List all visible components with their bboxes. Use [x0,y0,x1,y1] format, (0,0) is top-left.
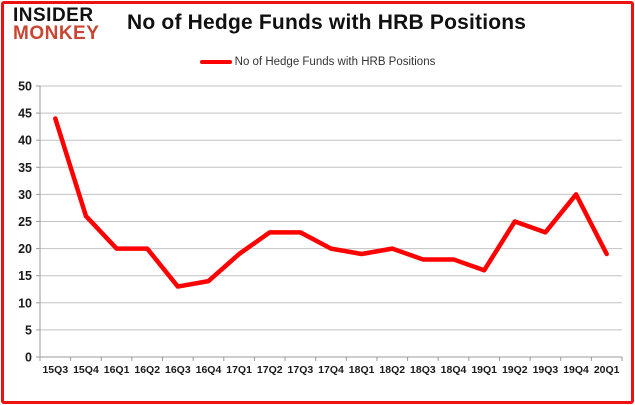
chart-legend: No of Hedge Funds with HRB Positions [0,56,635,68]
x-axis-label: 17Q4 [318,364,344,376]
x-axis-label: 17Q3 [288,364,314,376]
x-axis-label: 18Q1 [349,364,375,376]
x-axis-label: 19Q1 [471,364,497,376]
x-axis-label: 19Q4 [563,364,589,376]
x-axis-label: 16Q2 [134,364,160,376]
x-axis-label: 16Q3 [165,364,191,376]
y-axis-label: 20 [18,242,32,256]
x-axis-label: 18Q2 [379,364,405,376]
y-axis-label: 30 [18,188,32,202]
x-axis-label: 20Q1 [594,364,620,376]
x-axis-label: 15Q4 [73,364,99,376]
x-axis-label: 18Q4 [441,364,467,376]
y-axis-label: 10 [18,296,32,310]
x-axis-label: 16Q4 [196,364,222,376]
y-axis-label: 15 [18,269,32,283]
insider-monkey-logo: INSIDER MONKEY [13,5,100,44]
y-axis-label: 40 [18,134,32,148]
x-axis-label: 17Q2 [257,364,283,376]
y-axis-label: 0 [25,351,32,365]
y-axis-label: 5 [25,323,32,337]
y-axis-label: 35 [18,161,32,175]
x-axis-label: 18Q3 [410,364,436,376]
logo-insider-text: INSIDER [13,5,94,26]
legend-line-swatch [199,60,232,64]
x-axis-label: 19Q3 [533,364,559,376]
logo-monkey-text: MONKEY [13,23,100,44]
y-axis-label: 25 [18,215,32,229]
y-axis-label: 45 [18,107,32,121]
legend-label: No of Hedge Funds with HRB Positions [234,56,436,68]
y-axis-label: 50 [18,80,32,94]
x-axis-label: 15Q3 [42,364,68,376]
x-axis-label: 19Q2 [502,364,528,376]
data-series-line [53,116,609,289]
x-axis-label: 17Q1 [226,364,252,376]
x-axis-label: 16Q1 [104,364,130,376]
chart-title: No of Hedge Funds with HRB Positions [127,11,527,34]
